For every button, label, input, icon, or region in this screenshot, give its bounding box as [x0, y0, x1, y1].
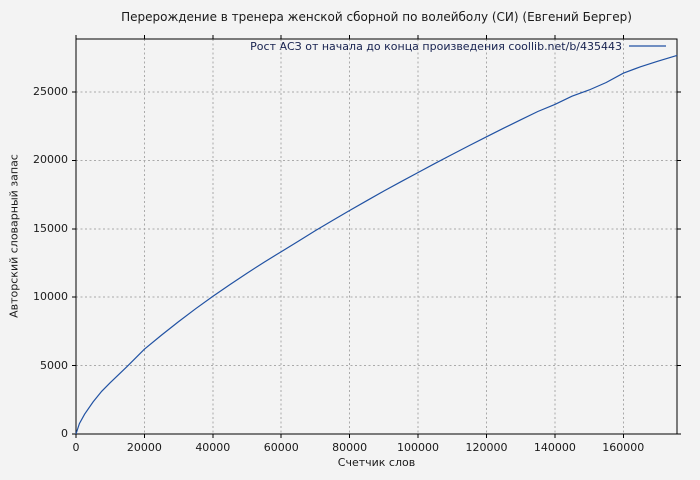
y-tick-label: 5000: [40, 358, 68, 372]
x-tick-label: 100000: [397, 441, 440, 454]
x-tick-label: 40000: [195, 441, 231, 454]
chart-title: Перерождение в тренера женской сборной п…: [121, 10, 632, 24]
series-line: [75, 54, 678, 435]
x-tick-label: 140000: [533, 441, 576, 454]
x-axis-label: Счетчик слов: [337, 456, 416, 469]
y-tick-label: 10000: [33, 290, 68, 304]
x-tick-label: 120000: [465, 441, 508, 454]
legend-series-label: Рост АСЗ от начала до конца произведения…: [250, 40, 622, 53]
y-tick-label: 20000: [33, 153, 68, 167]
x-tick-label: 80000: [332, 441, 368, 454]
y-tick-label: 15000: [33, 221, 68, 235]
x-tick-label: 20000: [126, 441, 162, 454]
y-tick-label: 0: [61, 427, 68, 440]
x-tick-label: 60000: [263, 441, 299, 454]
x-tick-label: 160000: [602, 441, 645, 454]
y-tick-label: 25000: [33, 85, 68, 99]
x-tick-label: 0: [72, 441, 80, 454]
plot-border: [75, 38, 678, 435]
